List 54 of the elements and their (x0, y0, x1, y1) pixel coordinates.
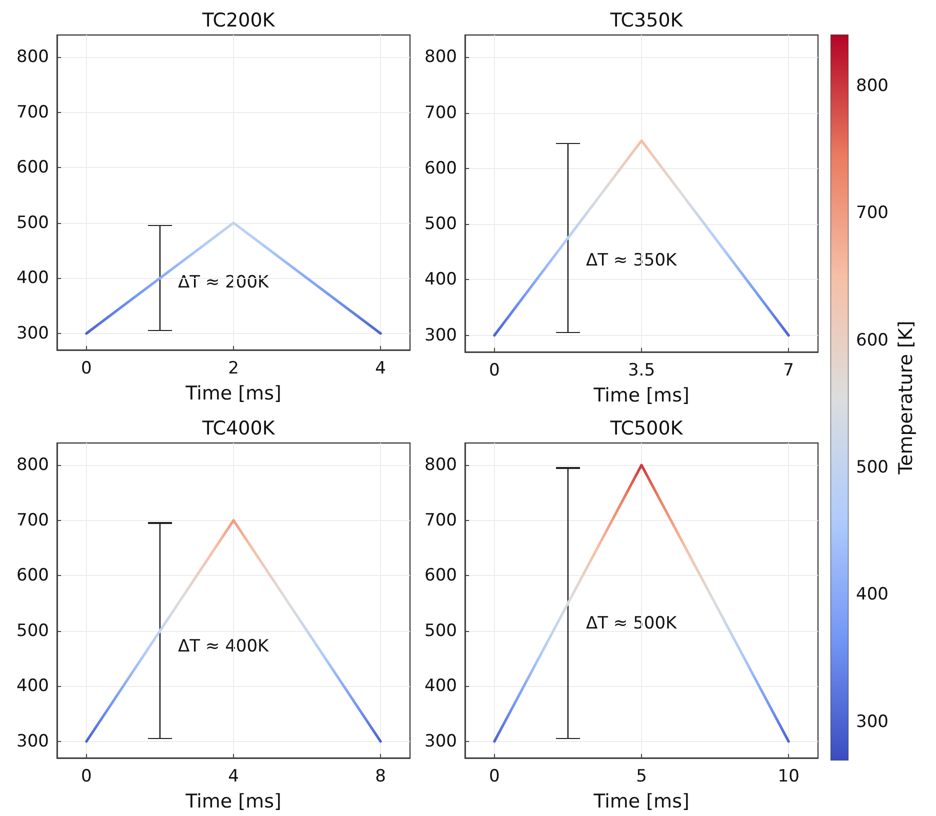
annotation: ΔT ≈ 500K (586, 614, 678, 634)
y-tick-label: 700 (16, 510, 49, 530)
color-bar-label: 500 (856, 457, 888, 478)
y-tick-label: 300 (16, 731, 49, 752)
color-bar-label: 700 (856, 203, 888, 224)
color-bar-label: 300 (856, 712, 888, 732)
y-tick-label: 800 (424, 455, 457, 476)
y-tick-label: 800 (16, 47, 49, 68)
y-tick-label: 700 (424, 102, 457, 123)
y-tick-label: 500 (424, 214, 457, 234)
y-tick-label: 700 (424, 510, 457, 530)
y-tick-label: 500 (424, 620, 457, 641)
x-tick-label: 0 (81, 358, 92, 378)
color-bar-label: 400 (856, 584, 888, 605)
x-tick-label: 8 (375, 766, 386, 786)
x-tick-label: 10 (778, 766, 800, 786)
x-tick-label: 0 (81, 766, 92, 786)
y-tick-label: 300 (16, 323, 49, 344)
x-axis-title: Time [ms] (184, 790, 282, 812)
x-tick-label: 0 (489, 766, 500, 786)
y-tick-label: 600 (424, 158, 457, 178)
x-tick-label: 4 (228, 766, 239, 786)
chart-title: TC200K (201, 10, 276, 32)
y-tick-label: 400 (424, 270, 457, 290)
y-tick-label: 800 (16, 455, 49, 476)
y-tick-label: 500 (16, 620, 49, 641)
y-tick-label: 700 (16, 102, 49, 122)
color-bar-title: Temperature [K] (895, 320, 917, 476)
y-tick-label: 300 (424, 731, 457, 752)
y-tick-label: 600 (424, 566, 457, 586)
x-axis-title: Time [ms] (592, 384, 690, 406)
x-tick-label: 3.5 (628, 360, 656, 380)
x-tick-label: 7 (783, 360, 794, 380)
y-tick-label: 400 (424, 676, 457, 696)
x-tick-label: 5 (636, 766, 647, 786)
y-tick-label: 400 (16, 268, 49, 288)
x-axis-title: Time [ms] (184, 382, 282, 404)
x-tick-label: 2 (228, 358, 239, 378)
y-tick-label: 800 (424, 47, 457, 68)
chart-title: TC500K (609, 418, 684, 440)
y-tick-label: 300 (424, 325, 457, 346)
x-axis-title: Time [ms] (592, 790, 690, 812)
y-tick-label: 600 (16, 566, 49, 586)
chart-title: TC350K (609, 10, 684, 32)
chart-title: TC400K (201, 418, 276, 440)
x-tick-label: 0 (489, 360, 500, 380)
y-tick-label: 400 (16, 676, 49, 696)
color-bar-label: 600 (856, 330, 888, 350)
annotation: ΔT ≈ 350K (586, 250, 678, 270)
annotation: ΔT ≈ 400K (178, 636, 270, 656)
y-tick-label: 600 (16, 158, 49, 178)
y-tick-label: 500 (16, 212, 49, 233)
x-tick-label: 4 (375, 358, 386, 378)
color-bar-label: 800 (856, 76, 888, 96)
